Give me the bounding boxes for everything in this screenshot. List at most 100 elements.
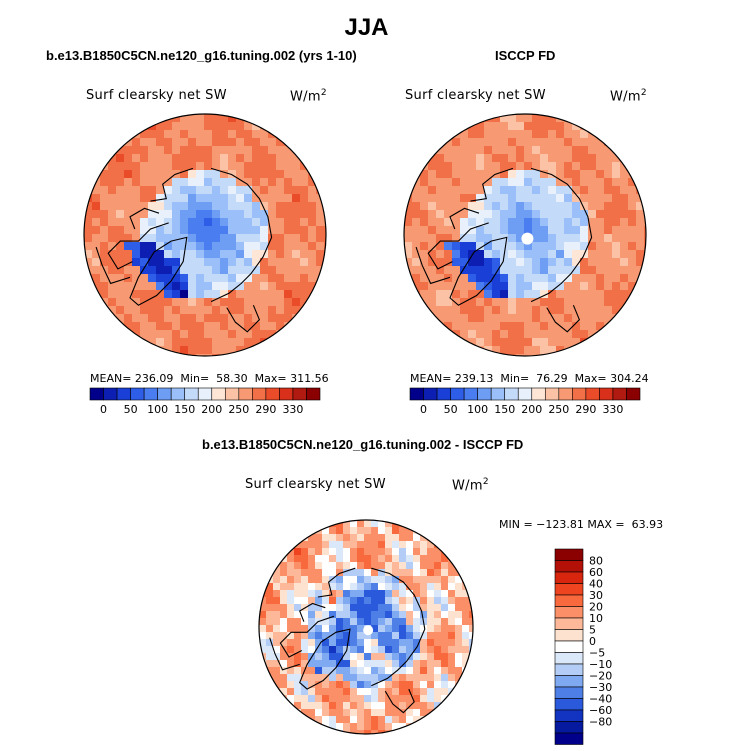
panel3-field-cell <box>406 569 414 577</box>
panel1-field-cell <box>156 266 165 275</box>
panel3-field-cell <box>336 597 344 605</box>
panel2-field-cell <box>596 258 605 267</box>
panel1-field-cell <box>164 266 173 275</box>
panel2-field-cell <box>476 290 485 299</box>
panel2-field-cell <box>436 194 445 203</box>
panel1-field-cell <box>196 218 205 227</box>
panel2-field-cell <box>516 202 525 211</box>
panel2-field-cell <box>476 162 485 171</box>
panel1-field-cell <box>164 146 173 155</box>
panel2-field-cell <box>484 178 493 187</box>
panel1-field-cell <box>180 346 189 355</box>
panel1-field-cell <box>236 258 245 267</box>
panel1-field-cell <box>156 250 165 259</box>
panel3-field-cell <box>322 709 330 717</box>
panel1-field-cell <box>284 250 293 259</box>
panel3-field-cell <box>462 618 470 626</box>
panel2-field-cell <box>628 258 637 267</box>
panel2-field-cell <box>588 146 597 155</box>
panel1-field-cell <box>108 306 117 315</box>
panel1-field-cell <box>212 298 221 307</box>
panel1-field-cell <box>196 146 205 155</box>
panel3-field-cell <box>427 618 435 626</box>
panel1-field-cell <box>236 186 245 195</box>
panel1-field-cell <box>260 218 269 227</box>
panel1-field-cell <box>300 226 309 235</box>
panel2-field-cell <box>540 234 549 243</box>
panel2-field-cell <box>516 274 525 283</box>
panel1-field-cell <box>124 162 133 171</box>
panel2-field-cell <box>548 322 557 331</box>
panel3-field-cell <box>343 702 351 710</box>
panel2-field-cell <box>452 266 461 275</box>
panel3-field-cell <box>287 674 295 682</box>
panel3-field-cell <box>329 674 337 682</box>
panel3-field-cell <box>364 534 372 542</box>
panel3-field-cell <box>427 688 435 696</box>
panel1-field-cell <box>220 146 229 155</box>
panel3-field-cell <box>378 527 386 535</box>
panel2-field-cell <box>612 218 621 227</box>
panel1-field-cell <box>228 346 237 355</box>
panel2-field-cell <box>476 330 485 339</box>
panel3-field-cell <box>322 590 330 598</box>
panel1-field-cell <box>300 234 309 243</box>
panel1-field-cell <box>220 130 229 139</box>
panel3-field-cell <box>287 618 295 626</box>
panel2-field-cell <box>548 258 557 267</box>
panel2-field-cell <box>460 202 469 211</box>
panel2-field-cell <box>524 242 533 251</box>
panel3-field-cell <box>364 527 372 535</box>
panel3-field-cell <box>343 653 351 661</box>
panel2-field-cell <box>604 202 613 211</box>
panel3-colorbar-tick-label: −10 <box>589 658 612 671</box>
panel1-field-cell <box>204 250 213 259</box>
panel3-colorbar-box <box>554 583 584 596</box>
panel2-field-cell <box>508 250 517 259</box>
panel3-field-cell <box>287 611 295 619</box>
panel2-field-cell <box>500 146 509 155</box>
panel2-field-cell <box>508 274 517 283</box>
panel2-field-cell <box>468 178 477 187</box>
panel1-colorbar-box <box>103 387 118 401</box>
panel1-field-cell <box>276 258 285 267</box>
panel3-field-cell <box>455 597 463 605</box>
panel2-field-cell <box>588 290 597 299</box>
panel3-field-cell <box>301 583 309 591</box>
panel3-field-cell <box>378 709 386 717</box>
panel2-field-cell <box>500 202 509 211</box>
panel3-field-cell <box>350 639 358 647</box>
panel2-field-cell <box>404 234 413 243</box>
panel3-field-cell <box>357 667 365 675</box>
panel3-field-cell <box>371 625 379 633</box>
panel1-field-cell <box>180 178 189 187</box>
panel2-field-cell <box>436 250 445 259</box>
panel2-field-cell <box>452 194 461 203</box>
panel1-field-cell <box>252 210 261 219</box>
panel3-field-cell <box>336 576 344 584</box>
panel2-field-cell <box>476 250 485 259</box>
panel3-field-cell <box>350 611 358 619</box>
panel3-colorbar-box <box>554 617 584 630</box>
panel2-field-cell <box>540 146 549 155</box>
panel1-field-cell <box>172 226 181 235</box>
panel3-field-cell <box>455 646 463 654</box>
panel2-field-cell <box>492 314 501 323</box>
panel2-field-cell <box>532 346 541 355</box>
panel3-field-cell <box>329 555 337 563</box>
panel2-field-cell <box>484 130 493 139</box>
panel3-field-cell <box>350 541 358 549</box>
panel1-field-cell <box>132 242 141 251</box>
panel1-field-cell <box>164 170 173 179</box>
panel1-max-value: 311.56 <box>290 372 329 385</box>
panel2-field-cell <box>516 130 525 139</box>
panel2-field-cell <box>612 170 621 179</box>
panel1-field-cell <box>164 194 173 203</box>
panel1-field-cell <box>124 130 133 139</box>
panel2-field-cell <box>604 282 613 291</box>
panel2-field-cell <box>460 138 469 147</box>
panel3-field-cell <box>343 604 351 612</box>
panel2-field-cell <box>532 338 541 347</box>
panel2-field-cell <box>516 338 525 347</box>
panel3-field-cell <box>336 618 344 626</box>
